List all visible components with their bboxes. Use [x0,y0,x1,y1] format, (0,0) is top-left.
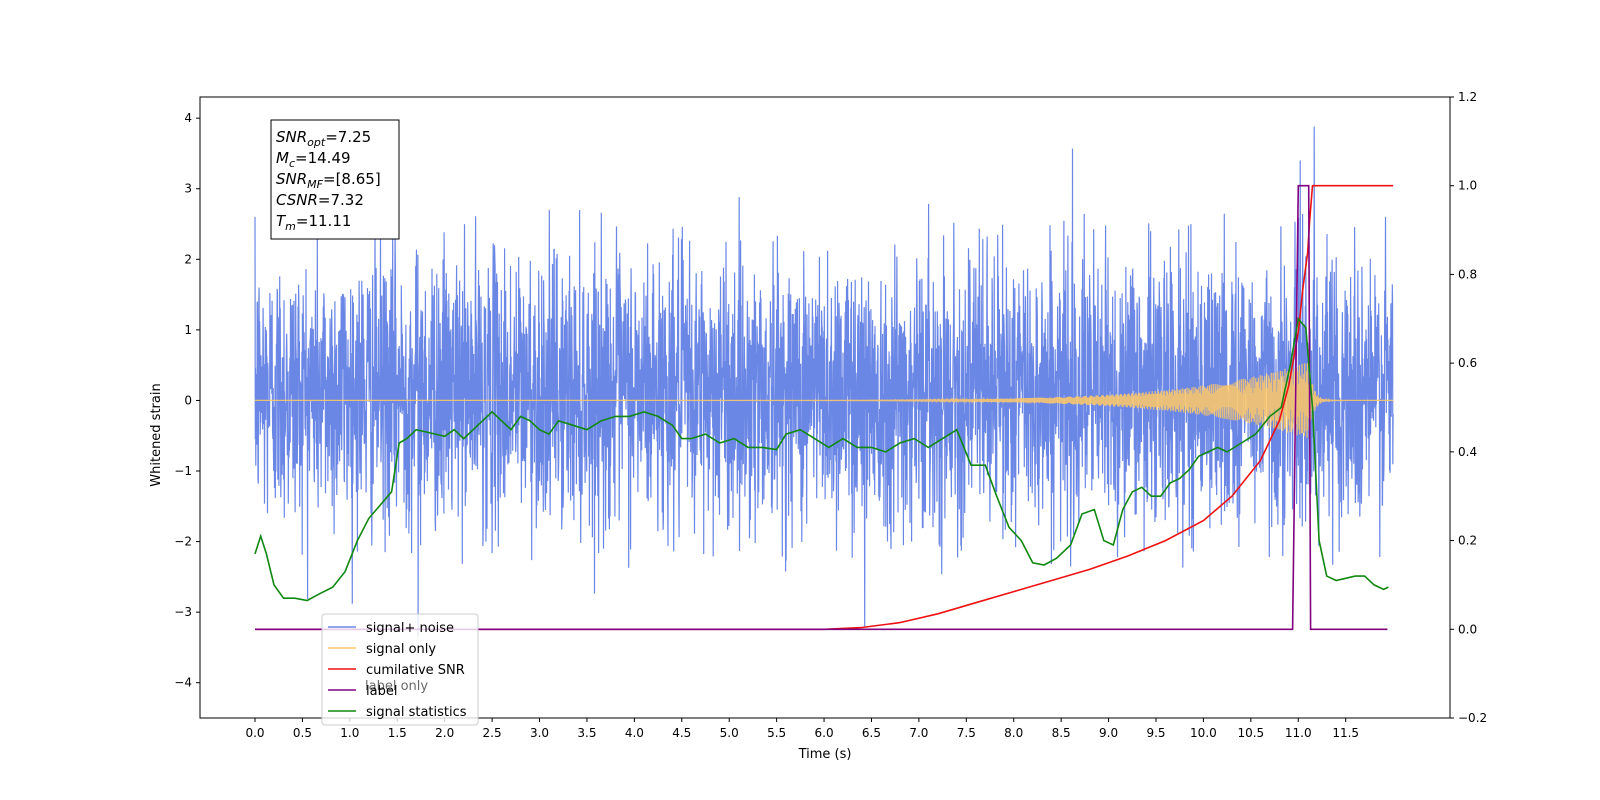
y-left-tick-label: −2 [174,535,192,549]
axes-frame [199,96,1451,719]
parameter-annotation-box: SNRopt=7.25Mc=14.49SNRMF=[8.65]CSNR=7.32… [270,119,400,240]
y-left-tick-label: 3 [184,182,192,196]
plot-area [254,126,1394,637]
legend-label: signal only [366,642,436,657]
annotation-line: Tm=11.11 [276,212,351,233]
y-left-tick-label: −4 [174,676,192,690]
x-tick-label: 6.0 [815,726,834,740]
legend-label: signal+ noise [366,621,454,636]
annotation-line: CSNR=7.32 [276,191,364,209]
y-left-tick-label: −1 [174,464,192,478]
x-axis-label: Time (s) [798,747,852,762]
y-right-tick-label: 0.4 [1458,445,1477,459]
x-tick-label: 2.5 [483,726,502,740]
legend: label only signal+ noise signal only cumila… [321,613,479,726]
x-tick-label: 8.0 [1004,726,1023,740]
y-right-tick-label: 0.8 [1458,267,1477,281]
y-axis-left-ticks: 4 3 2 1 0 −1 −2 −3 −4 [174,111,200,690]
annotation-frame [270,119,400,240]
legend-ghost-text: label only [365,679,428,694]
x-tick-label: 6.5 [862,726,881,740]
x-tick-label: 7.5 [957,726,976,740]
x-tick-label: 4.0 [625,726,644,740]
x-tick-label: 8.5 [1052,726,1071,740]
right-axis-series [254,184,1394,631]
legend-label: signal statistics [366,705,467,720]
series-signal-plus-noise [254,126,1394,637]
y-right-tick-label: 0.6 [1458,356,1477,370]
x-tick-label: 1.0 [340,726,359,740]
x-tick-label: 4.5 [672,726,691,740]
x-tick-label: 5.0 [720,726,739,740]
x-tick-label: 1.5 [388,726,407,740]
legend-label: label [366,684,397,699]
x-tick-label: 9.0 [1099,726,1118,740]
x-tick-label: 2.0 [435,726,454,740]
y-right-tick-label: 0.0 [1458,622,1477,636]
y-left-tick-label: 0 [184,393,192,407]
x-tick-label: 7.0 [909,726,928,740]
y-left-tick-label: 1 [184,323,192,337]
x-tick-label: 11.0 [1285,726,1312,740]
signal-plus-noise-line [254,126,1394,637]
y-left-tick-label: 2 [184,252,192,266]
x-tick-label: 3.5 [577,726,596,740]
y-right-tick-label: 1.2 [1458,90,1477,104]
x-tick-label: 0.5 [293,726,312,740]
y-right-tick-label: −0.2 [1458,711,1487,725]
y-right-tick-label: 1.0 [1458,179,1477,193]
annotation-line: SNRMF=[8.65] [276,170,381,191]
x-tick-label: 11.5 [1332,726,1359,740]
y-axis-label: Whitened strain [149,383,164,486]
x-axis-ticks: 0.0 0.5 1.0 1.5 2.0 2.5 3.0 3.5 4.0 4.5 5.0 5.5 6.0 6… [245,718,1359,740]
legend-frame [321,613,479,726]
legend-label: cumilative SNR [366,663,465,678]
y-axis-right-ticks: 1.2 1.0 0.8 0.6 0.4 0.2 0.0 −0.2 [1450,90,1487,725]
series-signal-statistics-line [254,316,1389,602]
x-tick-label: 10.0 [1190,726,1217,740]
x-tick-label: 5.5 [767,726,786,740]
series-signal-only [255,363,1394,438]
signal-only-line [255,363,1394,438]
y-left-tick-label: 4 [184,111,192,125]
x-tick-label: 9.5 [1146,726,1165,740]
annotation-line: SNRopt=7.25 [276,128,371,149]
y-left-tick-label: −3 [174,605,192,619]
x-tick-label: 10.5 [1237,726,1264,740]
x-tick-label: 0.0 [245,726,264,740]
series-cumilative-snr-line [255,184,1394,631]
x-tick-label: 3.0 [530,726,549,740]
series-label-line [255,184,1388,631]
y-right-tick-label: 0.2 [1458,534,1477,548]
annotation-line: Mc=14.49 [276,149,351,170]
